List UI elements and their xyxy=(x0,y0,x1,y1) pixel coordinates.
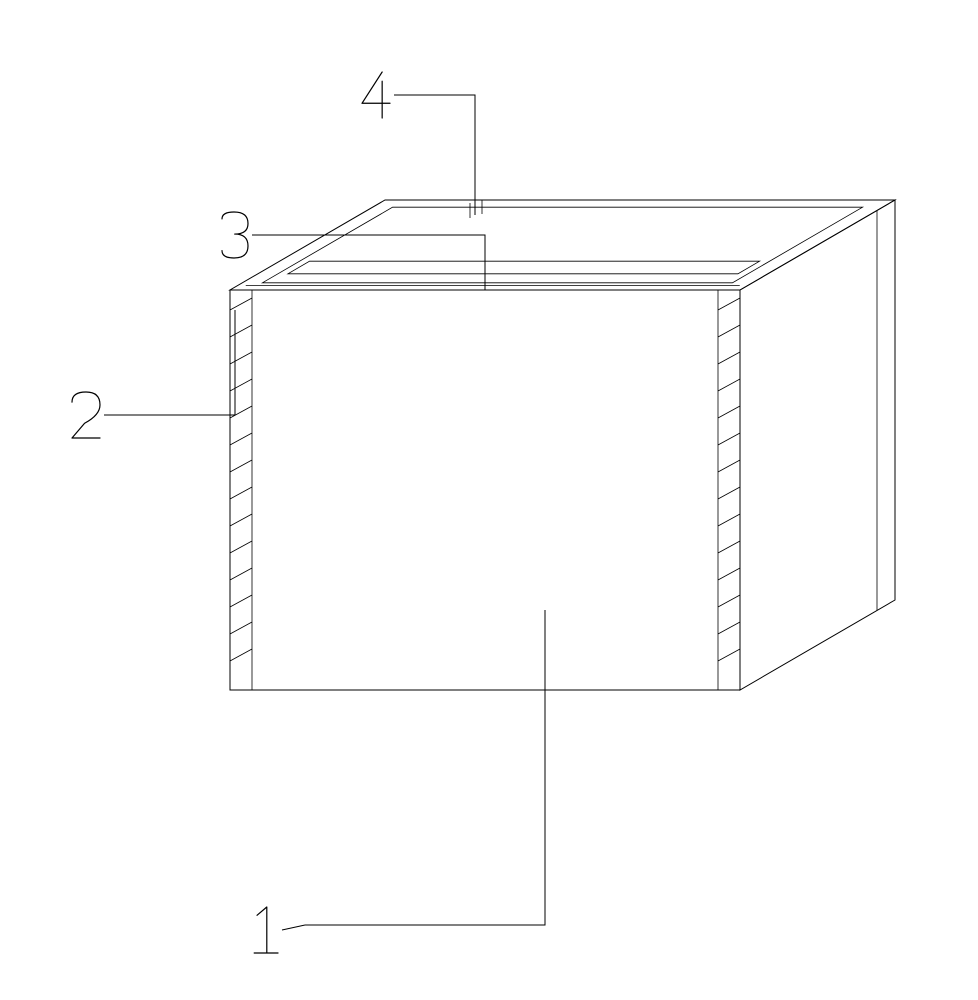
label-4 xyxy=(362,72,415,118)
leader-4 xyxy=(415,95,475,215)
technical-diagram xyxy=(0,0,978,1000)
leader-2 xyxy=(128,310,235,415)
label-2 xyxy=(72,392,128,438)
label-1 xyxy=(254,907,305,953)
box-top-face xyxy=(230,200,895,290)
box-front-face xyxy=(230,290,740,690)
hatch-right xyxy=(718,298,740,661)
leader-3 xyxy=(275,235,485,290)
label-3 xyxy=(222,212,275,258)
top-slot xyxy=(288,261,760,274)
hatch-left xyxy=(230,298,252,661)
leader-1 xyxy=(305,610,545,925)
box-right-face xyxy=(740,200,895,690)
